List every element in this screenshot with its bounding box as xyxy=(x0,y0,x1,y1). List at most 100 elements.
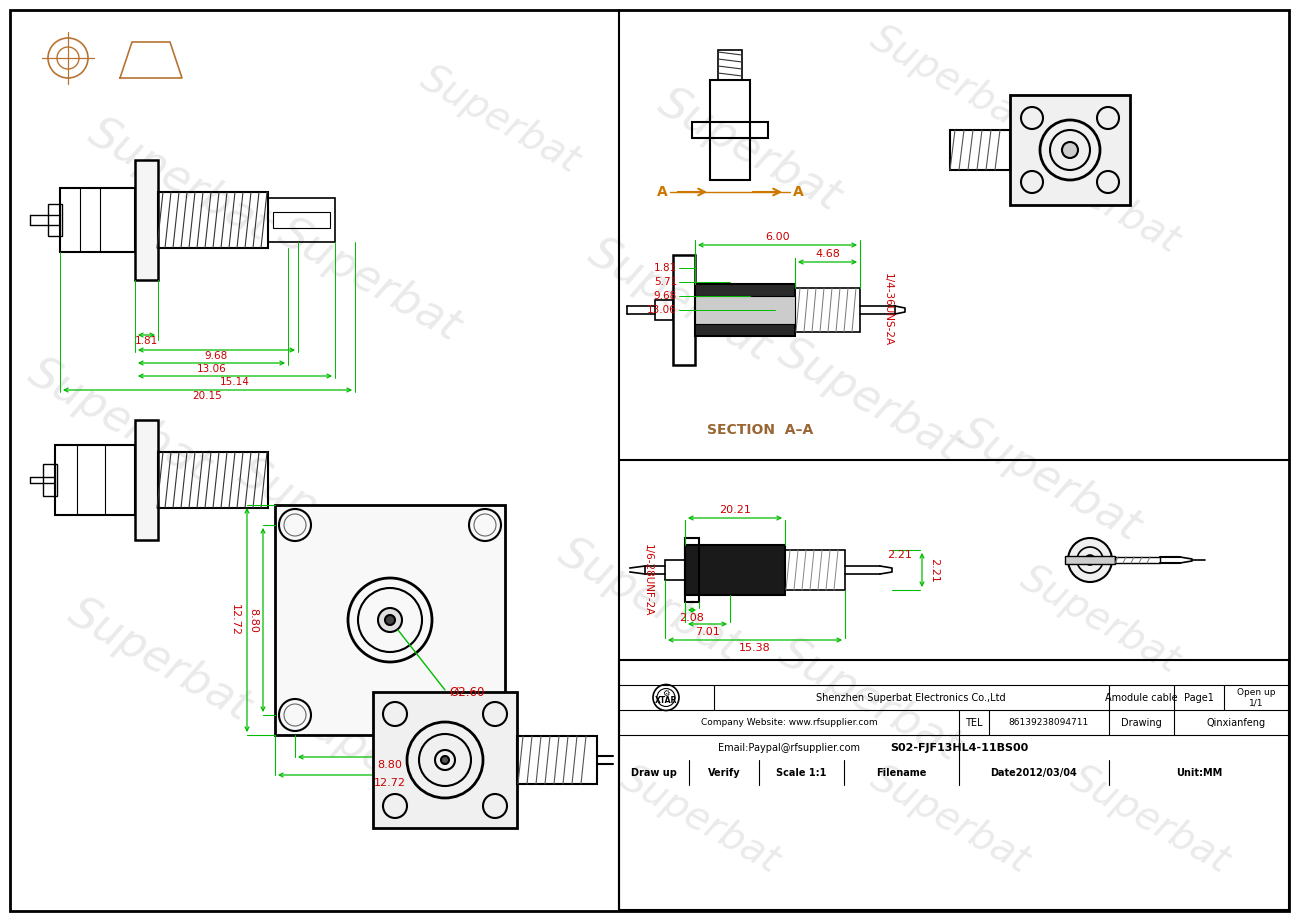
Circle shape xyxy=(1085,555,1095,565)
Bar xyxy=(517,736,598,784)
Bar xyxy=(1011,95,1130,205)
Text: Page1: Page1 xyxy=(1185,693,1215,703)
Circle shape xyxy=(440,756,449,764)
Circle shape xyxy=(1068,538,1112,582)
Text: A: A xyxy=(656,185,668,199)
Text: Superbat: Superbat xyxy=(772,631,969,769)
Text: 7.01: 7.01 xyxy=(695,627,720,637)
Text: 20.15: 20.15 xyxy=(192,391,222,401)
Bar xyxy=(373,692,517,828)
Text: SECTION  A–A: SECTION A–A xyxy=(707,423,813,437)
Text: 4.68: 4.68 xyxy=(814,249,840,259)
Bar xyxy=(695,296,795,324)
Bar xyxy=(1115,557,1160,563)
Text: 2.21: 2.21 xyxy=(887,550,912,560)
Text: 2.21: 2.21 xyxy=(929,557,939,582)
Text: Superbat: Superbat xyxy=(551,530,748,670)
Bar xyxy=(48,204,62,236)
Text: 9.68: 9.68 xyxy=(205,351,229,361)
Bar xyxy=(785,550,846,590)
Text: 1.81: 1.81 xyxy=(653,263,677,273)
Circle shape xyxy=(385,615,395,625)
Text: Qinxianfeng: Qinxianfeng xyxy=(1207,717,1265,728)
Text: Draw up: Draw up xyxy=(631,767,677,777)
Text: ⚙: ⚙ xyxy=(662,689,670,698)
Text: 13.06: 13.06 xyxy=(647,305,677,315)
Circle shape xyxy=(378,608,401,632)
Bar xyxy=(685,538,699,602)
Text: 2.08: 2.08 xyxy=(679,613,704,623)
Text: Verify: Verify xyxy=(708,767,740,777)
Text: Email:Paypal@rfsupplier.com: Email:Paypal@rfsupplier.com xyxy=(718,742,860,752)
Text: Shenzhen Superbat Electronics Co.,Ltd: Shenzhen Superbat Electronics Co.,Ltd xyxy=(816,693,1005,703)
Text: Superbat: Superbat xyxy=(1013,139,1186,261)
Bar xyxy=(665,560,685,580)
Bar xyxy=(268,198,335,242)
Text: 1/6-28UNF-2A: 1/6-28UNF-2A xyxy=(643,543,653,616)
Text: Superbat: Superbat xyxy=(951,411,1148,550)
Text: Superbat: Superbat xyxy=(21,351,218,489)
Text: Superbat: Superbat xyxy=(81,111,279,250)
Text: 13.06: 13.06 xyxy=(196,364,226,374)
Bar xyxy=(1065,556,1115,564)
Text: Date2012/03/04: Date2012/03/04 xyxy=(991,767,1077,777)
Text: 15.14: 15.14 xyxy=(220,377,249,387)
Text: Superbat: Superbat xyxy=(281,691,479,830)
Text: Superbat: Superbat xyxy=(1013,559,1186,681)
Text: Superbat: Superbat xyxy=(413,59,586,181)
Text: Drawing: Drawing xyxy=(1121,717,1161,728)
Bar xyxy=(718,50,742,80)
Text: Unit:MM: Unit:MM xyxy=(1176,767,1222,777)
Text: Superbat: Superbat xyxy=(864,759,1037,880)
Text: 5.71: 5.71 xyxy=(653,277,677,287)
Text: 8.80: 8.80 xyxy=(248,608,259,633)
Text: XTAR: XTAR xyxy=(655,696,677,705)
Bar xyxy=(55,445,135,515)
Text: 15.38: 15.38 xyxy=(739,643,770,653)
Text: 12.72: 12.72 xyxy=(374,778,407,788)
Text: 20.21: 20.21 xyxy=(720,505,751,515)
Text: TEL: TEL xyxy=(965,717,983,728)
Bar xyxy=(158,452,268,508)
Text: Superbat: Superbat xyxy=(1064,759,1237,880)
Text: 9.68: 9.68 xyxy=(653,291,677,301)
Text: 1/4-36UNS-2A: 1/4-36UNS-2A xyxy=(883,274,892,346)
Text: 1.81: 1.81 xyxy=(135,336,158,346)
Text: 6.00: 6.00 xyxy=(765,232,790,242)
Bar xyxy=(43,464,57,496)
Text: Open up
1/1: Open up 1/1 xyxy=(1237,688,1276,707)
Text: Ø2.60: Ø2.60 xyxy=(449,685,485,698)
Text: Company Website: www.rfsupplier.com: Company Website: www.rfsupplier.com xyxy=(700,718,877,727)
Bar xyxy=(685,545,785,595)
Bar xyxy=(692,122,768,138)
Text: Superbat: Superbat xyxy=(271,211,469,349)
Text: 86139238094711: 86139238094711 xyxy=(1009,718,1089,727)
Bar xyxy=(275,505,505,735)
Bar xyxy=(158,192,268,248)
Text: 8.80: 8.80 xyxy=(378,760,403,770)
Bar xyxy=(273,212,330,228)
Bar xyxy=(711,80,750,180)
Circle shape xyxy=(1063,142,1078,158)
Text: A: A xyxy=(792,185,803,199)
Text: Superbat: Superbat xyxy=(61,590,259,729)
Text: Superbat: Superbat xyxy=(613,759,786,880)
Text: Superbat: Superbat xyxy=(581,230,779,369)
Text: Filename: Filename xyxy=(877,767,926,777)
Text: Superbat: Superbat xyxy=(864,19,1037,141)
Bar xyxy=(950,130,1011,170)
Bar xyxy=(60,188,135,252)
Text: S02-FJF13HL4-11BS00: S02-FJF13HL4-11BS00 xyxy=(890,742,1028,752)
Text: 12.72: 12.72 xyxy=(230,604,240,636)
Text: Superbat: Superbat xyxy=(231,450,429,589)
Text: Scale 1:1: Scale 1:1 xyxy=(777,767,826,777)
Bar xyxy=(655,300,673,320)
Bar xyxy=(620,660,1289,910)
Text: Superbat: Superbat xyxy=(651,80,848,219)
Text: Amodule cable: Amodule cable xyxy=(1104,693,1177,703)
Bar xyxy=(135,420,158,540)
Bar xyxy=(673,255,695,365)
Bar xyxy=(795,288,860,332)
Bar xyxy=(135,160,158,280)
Text: Superbat: Superbat xyxy=(772,331,969,470)
